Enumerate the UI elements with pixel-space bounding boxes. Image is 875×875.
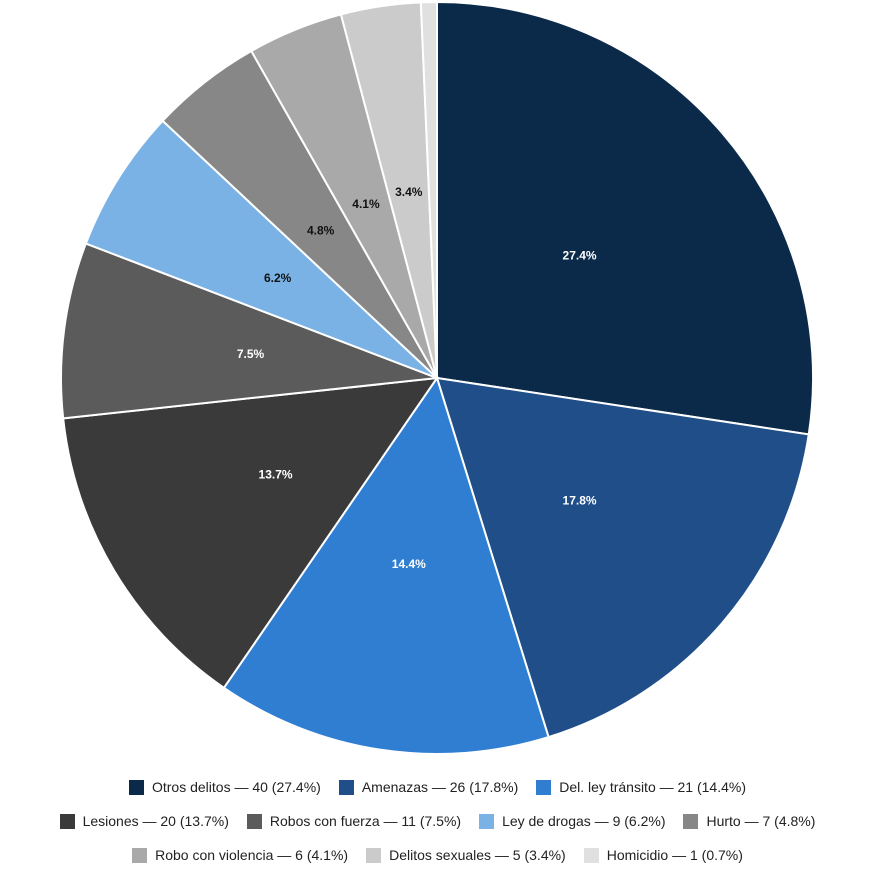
pie-slice-otros-delitos xyxy=(436,0,814,436)
legend-item: Homicidio — 1 (0.7%) xyxy=(583,847,743,863)
legend-row: Lesiones — 20 (13.7%) Robos con fuerza — … xyxy=(0,804,875,838)
legend-swatch xyxy=(536,779,552,795)
slice-label: 4.8% xyxy=(307,223,335,237)
legend-item: Ley de drogas — 9 (6.2%) xyxy=(479,813,665,829)
legend-label: Hurto — 7 (4.8%) xyxy=(706,813,816,829)
slice-label: 4.1% xyxy=(352,197,380,211)
legend-item: Hurto — 7 (4.8%) xyxy=(683,813,815,829)
legend-label: Delitos sexuales — 5 (3.4%) xyxy=(389,847,566,863)
legend-item: Robos con fuerza — 11 (7.5%) xyxy=(246,813,462,829)
slice-label: 3.4% xyxy=(395,185,423,199)
legend-item: Otros delitos — 40 (27.4%) xyxy=(128,779,321,795)
legend-swatch xyxy=(132,847,148,863)
pie-chart: 27.4% 17.8% 14.4% 13.7% 7.5% 6.2% 4.8% 4.1% 3.4% xyxy=(60,0,814,755)
legend-label: Del. ley tránsito — 21 (14.4%) xyxy=(559,779,746,795)
legend-swatch xyxy=(583,847,599,863)
slice-label: 6.2% xyxy=(264,271,292,285)
legend-swatch xyxy=(338,779,354,795)
legend-swatch xyxy=(366,847,382,863)
legend-swatch xyxy=(479,813,495,829)
pie-slice-del-ley-tr-nsito xyxy=(222,375,550,755)
slice-label: 14.4% xyxy=(392,557,426,571)
legend-label: Homicidio — 1 (0.7%) xyxy=(606,847,743,863)
legend-row: Robo con violencia — 6 (4.1%) Delitos sex… xyxy=(0,838,875,872)
pie-slice-lesiones xyxy=(62,376,440,690)
legend: Otros delitos — 40 (27.4%) Amenazas — 26 … xyxy=(0,770,875,872)
slice-label: 13.7% xyxy=(259,467,293,481)
slice-label: 27.4% xyxy=(563,248,597,262)
legend-swatch xyxy=(246,813,262,829)
slice-label: 7.5% xyxy=(237,347,265,361)
pie-slice-ley-de-drogas xyxy=(84,119,438,379)
legend-item: Robo con violencia — 6 (4.1%) xyxy=(132,847,348,863)
pie-slice-homicidio xyxy=(419,0,438,379)
slice-label: 17.8% xyxy=(563,494,597,508)
legend-swatch xyxy=(128,779,144,795)
legend-item: Amenazas — 26 (17.8%) xyxy=(338,779,519,795)
pie-slice-robos-con-fuerza xyxy=(60,242,438,420)
legend-label: Otros delitos — 40 (27.4%) xyxy=(151,779,321,795)
legend-swatch xyxy=(683,813,699,829)
legend-label: Amenazas — 26 (17.8%) xyxy=(361,779,519,795)
legend-label: Robo con violencia — 6 (4.1%) xyxy=(155,847,349,863)
legend-swatch xyxy=(59,813,75,829)
legend-row: Otros delitos — 40 (27.4%) Amenazas — 26 … xyxy=(0,770,875,804)
legend-label: Lesiones — 20 (13.7%) xyxy=(82,813,229,829)
legend-item: Delitos sexuales — 5 (3.4%) xyxy=(366,847,566,863)
pie-slice-amenazas xyxy=(435,376,810,739)
legend-item: Del. ley tránsito — 21 (14.4%) xyxy=(536,779,746,795)
legend-label: Robos con fuerza — 11 (7.5%) xyxy=(269,813,462,829)
legend-label: Ley de drogas — 9 (6.2%) xyxy=(502,813,666,829)
legend-item: Lesiones — 20 (13.7%) xyxy=(59,813,229,829)
